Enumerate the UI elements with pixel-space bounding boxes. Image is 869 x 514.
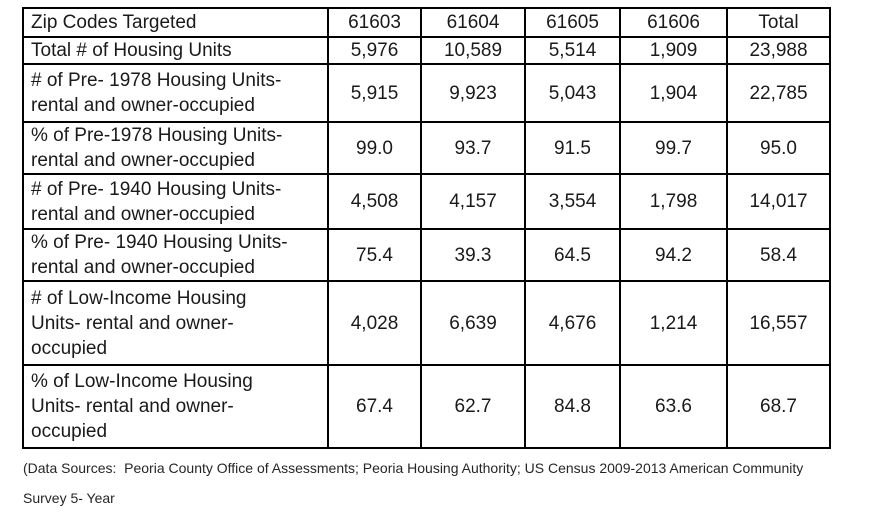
value-cell: 9,923 [420,63,526,124]
value-cell: 84.8 [524,364,621,450]
value-cell: 4,028 [327,280,422,367]
row-label-cell: # of Pre- 1940 Housing Units- rental and… [22,173,329,231]
value-cell: 62.7 [420,364,526,450]
value-cell: 5,915 [327,63,422,124]
value-cell: 16,557 [726,280,831,367]
table-title-cell: Zip Codes Targeted [22,7,329,38]
column-header-total: Total [726,7,831,38]
value-cell: 1,798 [619,173,728,231]
value-cell: 3,554 [524,173,621,231]
value-cell: 75.4 [327,228,422,283]
value-cell: 99.7 [619,121,728,176]
value-cell: 94.2 [619,228,728,283]
value-cell: 95.0 [726,121,831,176]
value-cell: 22,785 [726,63,831,124]
value-cell: 93.7 [420,121,526,176]
row-label-cell: # of Pre- 1978 Housing Units- rental and… [22,63,329,124]
value-cell: 91.5 [524,121,621,176]
value-cell: 4,508 [327,173,422,231]
value-cell: 68.7 [726,364,831,450]
row-label-cell: Total # of Housing Units [22,35,329,66]
data-sources-footnote: (Data Sources: Peoria County Office of A… [23,460,804,507]
value-cell: 58.4 [726,228,831,283]
value-cell: 10,589 [420,35,526,66]
table-row-total-housing-units: Total # of Housing Units 5,976 10,589 5,… [22,35,831,66]
value-cell: 1,909 [619,35,728,66]
value-cell: 1,214 [619,280,728,367]
value-cell: 14,017 [726,173,831,231]
value-cell: 4,157 [420,173,526,231]
value-cell: 6,639 [420,280,526,367]
value-cell: 1,904 [619,63,728,124]
value-cell: 23,988 [726,35,831,66]
value-cell: 5,043 [524,63,621,124]
row-label-cell: % of Pre-1978 Housing Units- rental and … [22,121,329,176]
row-label-cell: % of Low-Income Housing Units- rental an… [22,364,329,450]
zip-codes-targeted-table: Zip Codes Targeted 61603 61604 61605 616… [22,7,831,450]
value-cell: 39.3 [420,228,526,283]
table-row-num-low-income: # of Low-Income Housing Units- rental an… [22,280,831,367]
table-row-num-pre-1978: # of Pre- 1978 Housing Units- rental and… [22,63,831,124]
header-row: Zip Codes Targeted 61603 61604 61605 616… [22,7,831,38]
table-row-pct-pre-1978: % of Pre-1978 Housing Units- rental and … [22,121,831,176]
column-header-61606: 61606 [619,7,728,38]
table-row-pct-low-income: % of Low-Income Housing Units- rental an… [22,364,831,450]
value-cell: 99.0 [327,121,422,176]
table-row-num-pre-1940: # of Pre- 1940 Housing Units- rental and… [22,173,831,231]
value-cell: 4,676 [524,280,621,367]
column-header-61604: 61604 [420,7,526,38]
column-header-61605: 61605 [524,7,621,38]
row-label-cell: # of Low-Income Housing Units- rental an… [22,280,329,367]
value-cell: 5,976 [327,35,422,66]
value-cell: 5,514 [524,35,621,66]
value-cell: 63.6 [619,364,728,450]
column-header-61603: 61603 [327,7,422,38]
table-row-pct-pre-1940: % of Pre- 1940 Housing Units- rental and… [22,228,831,283]
row-label-cell: % of Pre- 1940 Housing Units- rental and… [22,228,329,283]
value-cell: 64.5 [524,228,621,283]
value-cell: 67.4 [327,364,422,450]
